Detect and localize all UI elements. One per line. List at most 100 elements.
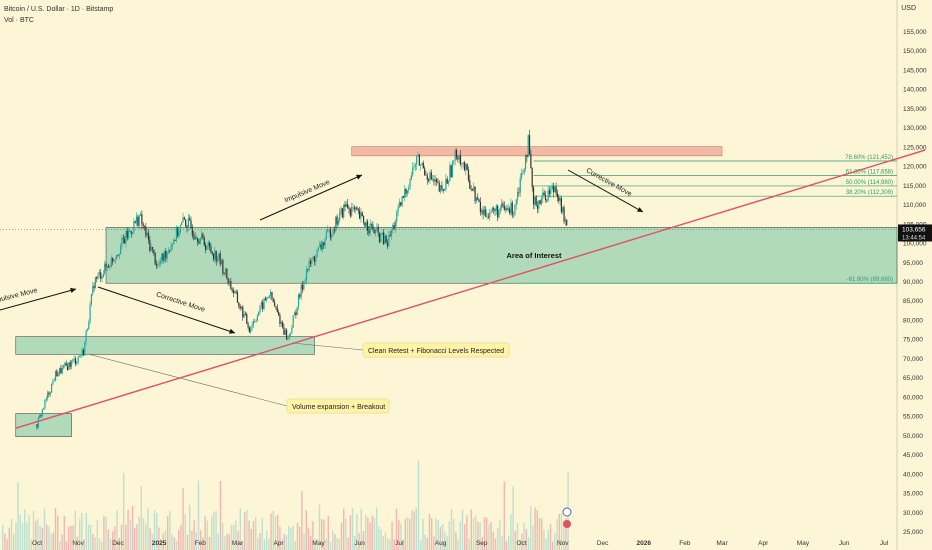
event-icon[interactable] xyxy=(562,507,572,517)
volume-bar xyxy=(52,532,54,550)
candle-body xyxy=(442,188,444,191)
candle-body xyxy=(274,302,276,307)
candle-body xyxy=(309,260,312,264)
candle-body xyxy=(331,235,333,238)
volume-bar xyxy=(114,526,116,550)
candle-body xyxy=(462,162,464,164)
candle-body xyxy=(560,197,562,212)
candle-body xyxy=(39,415,41,419)
candle-body xyxy=(238,302,240,306)
candle-body xyxy=(135,216,138,223)
candle-body xyxy=(551,185,553,190)
candle-body xyxy=(406,190,408,194)
support-trendline[interactable] xyxy=(15,149,926,429)
candle-body xyxy=(275,306,277,308)
candle-body xyxy=(365,221,367,227)
candle-body xyxy=(328,229,330,230)
volume-bar xyxy=(189,504,191,550)
candle-body xyxy=(300,284,302,297)
candle-body xyxy=(344,204,346,207)
volume-bar xyxy=(101,541,103,550)
volume-bar xyxy=(492,531,494,550)
y-tick-label: 70,000 xyxy=(903,356,923,363)
candle-body xyxy=(161,253,163,262)
volume-bar xyxy=(560,512,563,550)
volume-bar xyxy=(349,515,351,550)
candle-body xyxy=(362,216,365,223)
candle-body xyxy=(422,162,424,169)
candle-body xyxy=(401,196,403,206)
candle-body xyxy=(62,365,65,368)
candle-body xyxy=(120,245,122,254)
candle-body xyxy=(394,221,397,229)
candle-body xyxy=(372,224,374,230)
volume-bar xyxy=(411,510,413,550)
candle-body xyxy=(195,238,197,240)
volume-bar xyxy=(332,530,334,550)
volume-bar xyxy=(334,534,336,550)
volume-bar xyxy=(523,522,525,550)
volume-bar xyxy=(197,480,200,550)
candle-body xyxy=(359,210,361,219)
candle-body xyxy=(202,233,204,239)
candle-body xyxy=(142,224,144,226)
candle-body xyxy=(373,229,375,234)
volume-bar xyxy=(547,529,549,550)
volume-bar xyxy=(35,520,37,550)
symbol-title[interactable]: Bitcoin / U.S. Dollar · 1D · Bitstamp xyxy=(4,6,114,13)
candle-body xyxy=(121,238,123,246)
candle-body xyxy=(458,155,460,160)
fib-level-label: 78.60% (121,452) xyxy=(845,155,893,161)
candle-body xyxy=(64,363,66,366)
candle-body xyxy=(94,277,97,288)
candle-body xyxy=(113,259,115,262)
volume-indicator-label[interactable]: Vol · BTC xyxy=(4,17,34,24)
x-tick-label: Feb xyxy=(195,540,207,547)
volume-bar xyxy=(428,513,431,550)
candle-body xyxy=(301,284,304,290)
volume-bar xyxy=(30,539,32,550)
volume-bar xyxy=(439,526,442,550)
volume-bar xyxy=(6,539,8,550)
volume-bar xyxy=(488,524,490,550)
arrow-corrective-2-head xyxy=(637,207,643,212)
volume-bar xyxy=(217,533,219,550)
currency-label[interactable]: USD xyxy=(901,5,916,12)
volume-bar xyxy=(510,514,512,550)
candle-body xyxy=(366,221,369,231)
candle-body xyxy=(92,285,94,294)
candle-body xyxy=(329,229,331,238)
volume-bar xyxy=(136,524,138,550)
volume-bar xyxy=(325,538,327,550)
candle-body xyxy=(323,242,325,246)
volume-bar xyxy=(263,539,266,550)
candle-body xyxy=(242,306,244,318)
arrow-corrective-1 xyxy=(97,286,236,334)
candle-body xyxy=(481,210,483,213)
volume-bar xyxy=(519,540,521,550)
candle-body xyxy=(550,189,552,194)
volume-bar xyxy=(406,517,409,550)
volume-bar xyxy=(514,530,516,550)
candle-body xyxy=(65,363,67,366)
candle-body xyxy=(490,211,492,214)
volume-bar xyxy=(21,522,24,550)
volume-bar xyxy=(90,524,92,550)
volume-bar xyxy=(314,538,316,550)
y-tick-label: 35,000 xyxy=(903,491,923,498)
candle-body xyxy=(109,267,111,268)
volume-bar xyxy=(173,537,175,550)
y-tick-label: 45,000 xyxy=(903,452,923,459)
x-tick-label: 2025 xyxy=(152,540,167,547)
candle-body xyxy=(536,205,539,209)
flag-icon[interactable] xyxy=(563,520,571,528)
candle-body xyxy=(219,253,221,265)
volume-bar xyxy=(164,530,167,550)
candle-body xyxy=(122,238,124,240)
volume-bar xyxy=(259,533,261,550)
candle-body xyxy=(191,228,193,236)
candle-body xyxy=(459,155,462,165)
volume-bar xyxy=(321,519,323,550)
candle-body xyxy=(118,253,120,256)
